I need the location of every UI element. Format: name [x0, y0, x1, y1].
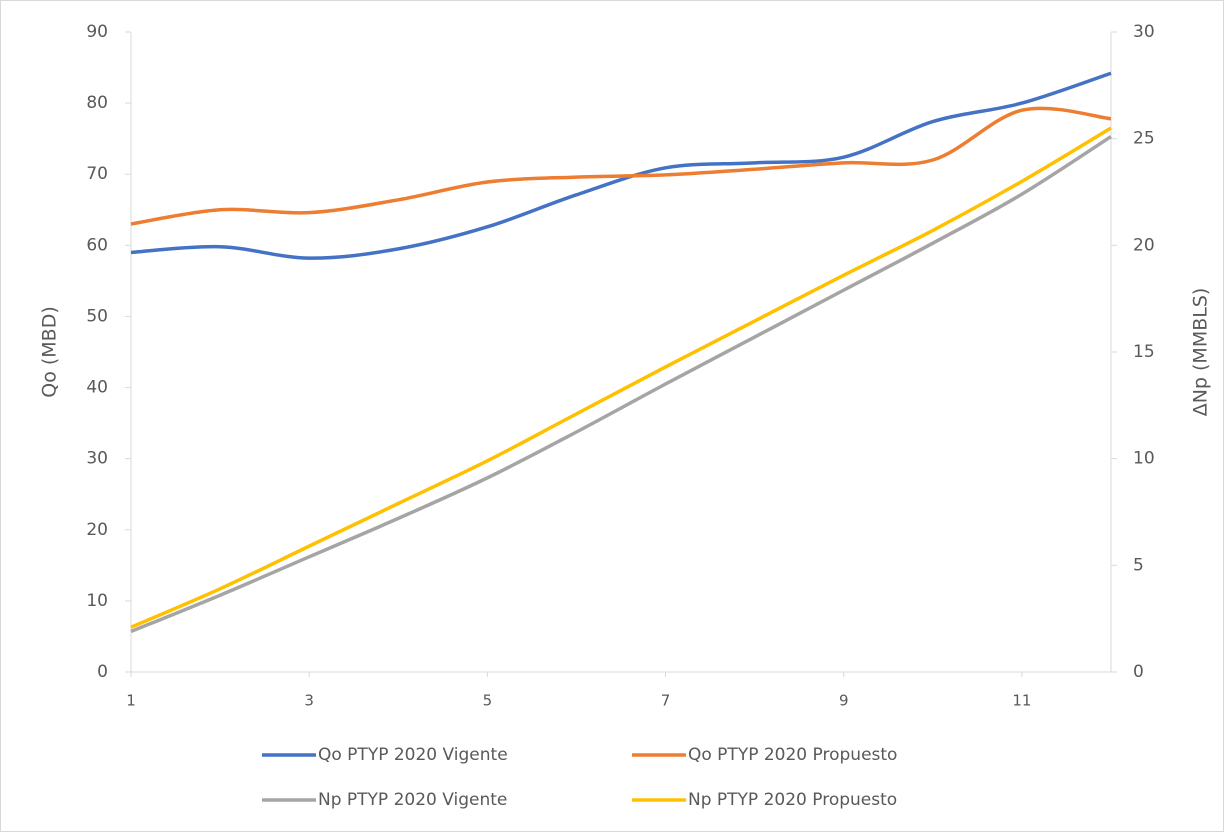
y-tick-label: 80	[86, 93, 108, 113]
y2-axis-title: ΔNp (MMBLS)	[1190, 288, 1212, 417]
legend-label: Np PTYP 2020 Vigente	[318, 790, 507, 810]
x-tick-label: 1	[126, 692, 136, 710]
x-tick-label: 9	[839, 692, 849, 710]
y-tick-label: 50	[86, 306, 108, 326]
y2-tick-label: 30	[1133, 22, 1155, 42]
series-line	[130, 106, 1112, 226]
y-tick-label: 60	[86, 235, 108, 255]
y-tick-label: 40	[86, 378, 108, 398]
y-tick-label: 20	[86, 520, 108, 540]
y2-tick-label: 0	[1133, 662, 1144, 682]
y-tick-label: 90	[86, 22, 108, 42]
y-axis-title: Qo (MBD)	[39, 306, 61, 398]
series-line	[130, 71, 1112, 260]
x-tick-label: 7	[661, 692, 671, 710]
y2-tick-label: 10	[1133, 449, 1155, 469]
y-tick-label: 10	[86, 591, 108, 611]
y2-tick-label: 15	[1133, 342, 1155, 362]
legend-label: Np PTYP 2020 Propuesto	[688, 790, 897, 810]
y2-tick-label: 20	[1133, 235, 1155, 255]
x-tick-label: 11	[1012, 692, 1031, 710]
y2-tick-label: 25	[1133, 129, 1155, 149]
series-line	[130, 126, 1112, 629]
x-tick-label: 3	[304, 692, 314, 710]
y-tick-label: 70	[86, 164, 108, 184]
legend-label: Qo PTYP 2020 Propuesto	[688, 745, 897, 765]
y2-tick-label: 5	[1133, 555, 1144, 575]
x-tick-label: 5	[483, 692, 493, 710]
y-tick-label: 0	[97, 662, 108, 682]
series-line	[130, 135, 1112, 634]
y-tick-label: 30	[86, 449, 108, 469]
legend-label: Qo PTYP 2020 Vigente	[318, 745, 508, 765]
